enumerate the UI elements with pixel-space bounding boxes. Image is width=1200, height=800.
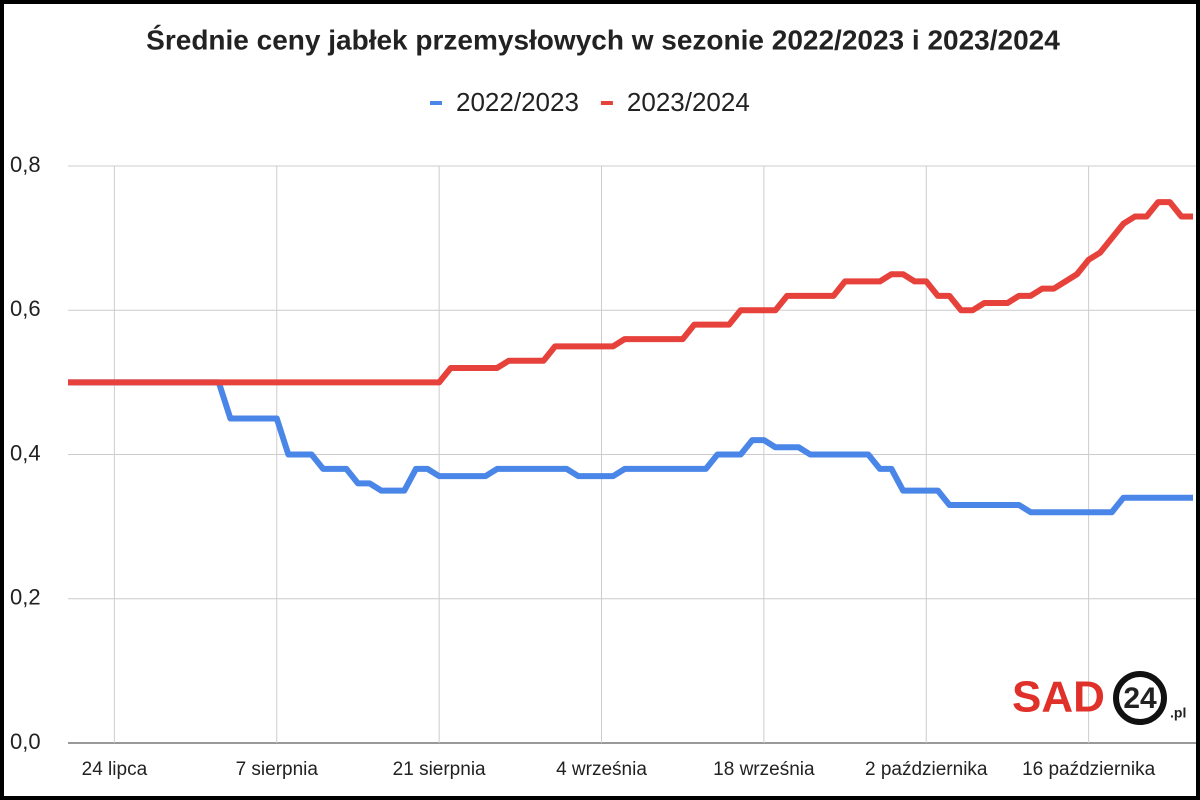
x-tick-label: 21 sierpnia — [393, 759, 486, 780]
series-line — [68, 379, 1193, 516]
grid: 0,0 0,2 0,4 0,6 0,8 24 lipca 7 sierpnia 21 sier… — [10, 152, 1196, 780]
legend-label: 2022/2023 — [456, 87, 579, 117]
chart-title: Średnie ceny jabłek przemysłowych w sezo… — [146, 24, 1060, 55]
lines — [68, 199, 1193, 516]
logo: SAD 24 .pl — [1012, 671, 1186, 725]
y-tick-label: 0,2 — [10, 585, 41, 610]
logo-number: 24 — [1123, 682, 1157, 715]
logo-domain: .pl — [1170, 705, 1186, 721]
y-tick-label: 0,8 — [10, 152, 41, 177]
logo-brand: SAD — [1012, 673, 1105, 722]
y-tick-label: 0,6 — [10, 296, 41, 321]
x-tick-label: 4 września — [556, 759, 647, 780]
x-tick-label: 18 września — [713, 759, 815, 780]
logo-circle — [1113, 671, 1167, 725]
x-tick-label: 16 października — [1022, 759, 1156, 780]
x-tick-label: 2 października — [865, 759, 988, 780]
legend-label: 2023/2024 — [627, 87, 750, 117]
y-tick-label: 0,0 — [10, 729, 41, 754]
y-tick-label: 0,4 — [10, 440, 41, 465]
legend: 2022/2023 2023/2024 — [430, 87, 750, 117]
series-line — [68, 199, 1193, 386]
x-tick-label: 24 lipca — [82, 759, 148, 780]
x-tick-label: 7 sierpnia — [236, 759, 319, 780]
